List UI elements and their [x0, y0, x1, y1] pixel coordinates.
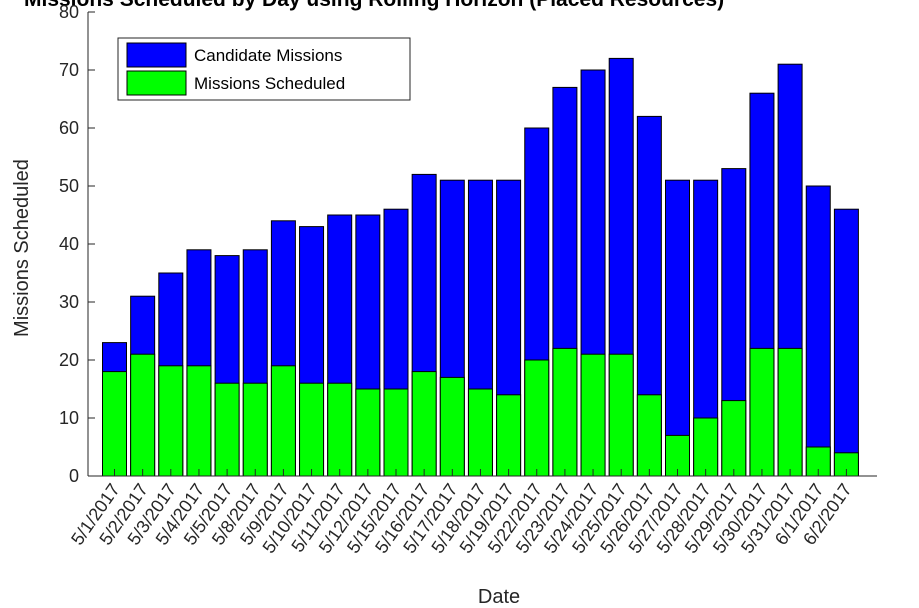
bars-group: [102, 57, 859, 477]
scheduled-bar-18: [580, 353, 606, 477]
scheduled-bar-11: [383, 388, 409, 477]
scheduled-bar-14: [467, 388, 493, 477]
legend-label-scheduled: Missions Scheduled: [194, 74, 345, 93]
y-tick-label-50: 50: [59, 176, 79, 196]
candidate-bar-26: [805, 185, 831, 477]
y-tick-label-0: 0: [69, 466, 79, 486]
candidate-bar-27: [833, 208, 859, 477]
x-axis-label: Date: [478, 586, 520, 608]
scheduled-bar-23: [721, 400, 747, 477]
y-tick-label-10: 10: [59, 408, 79, 428]
candidate-bar-21: [665, 179, 690, 477]
scheduled-bar-5: [214, 382, 240, 477]
y-axis-label: Missions Scheduled: [11, 159, 33, 337]
scheduled-bar-9: [327, 382, 353, 477]
legend-swatch-scheduled: [126, 70, 187, 96]
y-tick-label-60: 60: [59, 118, 79, 138]
scheduled-bar-15: [496, 394, 522, 477]
scheduled-bar-8: [299, 382, 325, 477]
scheduled-bar-24: [749, 347, 775, 477]
scheduled-bar-16: [524, 359, 550, 477]
scheduled-bar-4: [186, 365, 212, 477]
y-tick-label-70: 70: [59, 60, 79, 80]
y-tick-label-40: 40: [59, 234, 79, 254]
scheduled-bar-2: [130, 353, 156, 477]
scheduled-bar-12: [411, 371, 437, 477]
scheduled-bar-19: [608, 353, 634, 477]
legend-label-candidate: Candidate Missions: [194, 46, 342, 65]
scheduled-bar-1: [102, 371, 127, 477]
y-tick-label-20: 20: [59, 350, 79, 370]
scheduled-bar-13: [439, 376, 465, 477]
scheduled-bar-22: [693, 417, 719, 477]
legend-swatch-candidate: [126, 42, 187, 68]
scheduled-bar-17: [552, 347, 578, 477]
scheduled-bar-6: [242, 382, 268, 477]
chart-title: Missions Scheduled by Day using Rolling …: [24, 0, 724, 11]
scheduled-bar-25: [777, 347, 803, 477]
scheduled-bar-20: [636, 394, 662, 477]
scheduled-bar-3: [158, 365, 184, 477]
scheduled-bar-10: [355, 388, 381, 477]
y-tick-label-80: 80: [59, 2, 79, 22]
axes-group: [87, 11, 877, 477]
y-tick-label-30: 30: [59, 292, 79, 312]
scheduled-bar-7: [270, 365, 296, 477]
legend: Candidate Missions Missions Scheduled: [117, 37, 411, 101]
